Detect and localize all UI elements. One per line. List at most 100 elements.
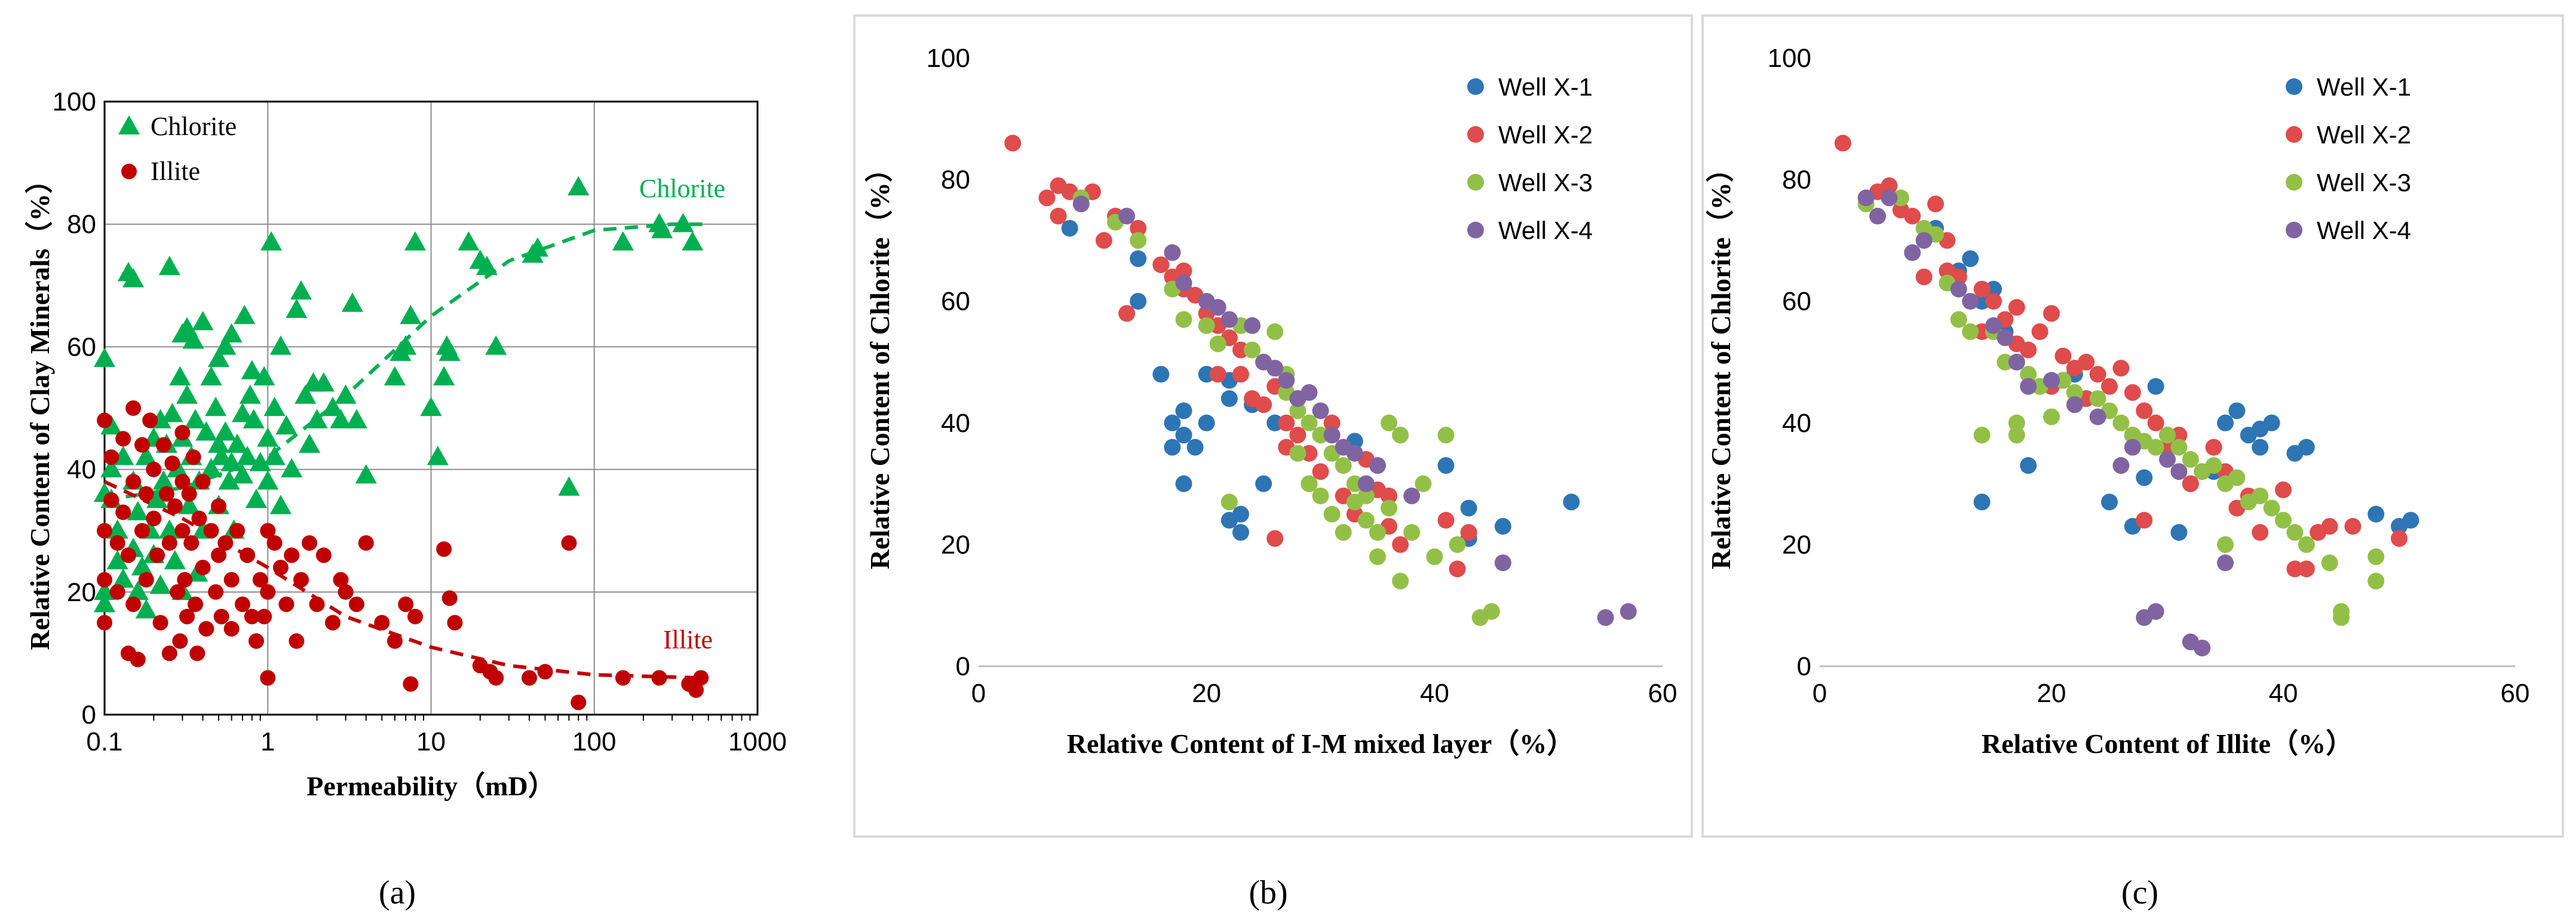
panel-a-point-chlorite [345, 409, 367, 428]
panel-a-point-chlorite [263, 446, 286, 465]
panel-c-point-well-x-3 [2043, 408, 2060, 425]
panel-b-point-well-x-3 [1403, 524, 1421, 541]
panel-label-b: (b) [1249, 874, 1287, 911]
panel-a-point-illite [210, 498, 226, 514]
panel-a-annotation-illite: Illite [663, 625, 713, 654]
panel-a-point-chlorite [184, 409, 207, 428]
panel-a-point-illite [155, 437, 171, 453]
panel-a-point-chlorite [234, 305, 256, 324]
panel-c-point-well-x-4 [2112, 457, 2130, 474]
panel-b-point-well-x-3 [1381, 500, 1397, 517]
panel-a-point-illite [272, 559, 289, 575]
panel-b-point-well-x-1 [1494, 517, 1511, 535]
panel-c-point-well-x-3 [2286, 524, 2304, 541]
panel-b-xtick-label: 40 [1420, 679, 1449, 708]
panel-c-point-well-x-3 [2182, 451, 2199, 468]
panel-a-point-illite [240, 547, 256, 563]
panel-a-ytick-label: 80 [67, 210, 96, 239]
panel-a-point-illite [338, 584, 354, 600]
panel-b-point-well-x-2 [1130, 220, 1147, 237]
panel-a-point-chlorite [237, 446, 259, 465]
panel-c-ytick-label: 20 [1782, 530, 1811, 559]
panel-c-point-well-x-4 [2217, 554, 2234, 571]
panel-b-ytick-label: 80 [941, 166, 970, 195]
panel-a-point-chlorite [269, 495, 292, 514]
panel-c-point-well-x-3 [2298, 536, 2315, 553]
panel-a-point-chlorite [93, 593, 116, 612]
panel-a-point-illite [436, 541, 452, 557]
panel-b-point-well-x-3 [1357, 511, 1375, 529]
panel-c-point-well-x-1 [2228, 402, 2246, 419]
panel-b-point-well-x-3 [1483, 603, 1500, 620]
panel-a-ytick-label: 20 [67, 578, 96, 607]
panel-b-frame [853, 14, 1693, 838]
panel-a-point-chlorite [321, 397, 344, 416]
panel-c-point-well-x-1 [2263, 414, 2280, 431]
panel-a-legend-marker-illite [121, 164, 137, 179]
panel-b-point-well-x-2 [1323, 414, 1341, 431]
panel-a-point-illite [138, 572, 154, 588]
panel-b-point-well-x-2 [1255, 396, 1272, 413]
panel-a-point-illite [109, 535, 125, 551]
panel-a-point-chlorite [438, 341, 461, 361]
panel-c-point-well-x-4 [1950, 280, 1967, 298]
panel-a-point-illite [161, 645, 177, 661]
panel-a-point-illite [174, 523, 191, 539]
panel-a-point-illite [125, 474, 142, 490]
panel-c-point-well-x-4 [1881, 189, 1898, 207]
panel-c-point-well-x-3 [2008, 427, 2025, 444]
panel-c-point-well-x-1 [2402, 511, 2419, 529]
panel-b-point-well-x-1 [1563, 494, 1580, 511]
panel-c-point-well-x-3 [2205, 457, 2222, 474]
panel-b-point-well-x-2 [1175, 262, 1192, 280]
panel-a-point-illite [172, 633, 188, 649]
panel-b-y-axis-title: Relative Content of Chlorite（%） [864, 155, 895, 569]
panel-b-point-well-x-2 [1232, 366, 1249, 383]
panel-a-point-chlorite [146, 488, 168, 508]
panel-c-point-well-x-1 [1985, 280, 2002, 298]
panel-a-point-chlorite [243, 409, 265, 428]
panel-a-ytick-label: 100 [53, 87, 96, 117]
panel-a-ytick-label: 60 [67, 332, 96, 362]
panel-a-point-illite [398, 596, 414, 612]
panel-c-point-well-x-4 [2124, 439, 2141, 456]
panel-a-point-illite [97, 615, 112, 631]
panel-a-point-chlorite [275, 415, 298, 435]
panel-b-point-well-x-4 [1164, 244, 1181, 261]
panel-a-point-illite [170, 584, 186, 600]
panel-b-point-well-x-1 [1164, 414, 1181, 431]
panel-c-point-well-x-1 [2368, 506, 2385, 523]
panel-c-point-well-x-3 [2321, 554, 2338, 571]
panel-c-point-well-x-4 [2043, 372, 2060, 389]
panel-a-point-chlorite [558, 476, 580, 496]
panel-b-ytick-label: 20 [941, 530, 970, 559]
panel-a-point-chlorite [239, 384, 261, 404]
panel-a-point-illite [403, 676, 419, 692]
panel-c-point-well-x-2 [2020, 341, 2037, 359]
panel-a-point-chlorite [93, 347, 116, 367]
panel-b-point-well-x-4 [1301, 384, 1318, 401]
panel-c-xtick-label: 40 [2269, 679, 2298, 708]
panel-b-point-well-x-4 [1072, 195, 1090, 213]
panel-a-point-illite [229, 523, 246, 539]
panel-a-point-illite [97, 412, 112, 428]
panel-b-point-well-x-3 [1415, 475, 1432, 492]
panel-a-point-illite [161, 535, 177, 551]
panel-c-point-well-x-1 [1973, 293, 1991, 310]
panel-b-point-well-x-1 [1198, 414, 1215, 431]
panel-a-point-chlorite [226, 433, 249, 453]
panel-b-xtick-label: 60 [1648, 679, 1678, 708]
panel-c-y-axis-title: Relative Content of Chlorite（%） [1706, 155, 1736, 569]
panel-c-point-well-x-2 [2205, 439, 2222, 456]
panel-c-point-well-x-3 [2054, 372, 2072, 389]
panel-a-point-illite [289, 633, 305, 649]
panel-c-point-well-x-2 [2124, 384, 2141, 401]
panel-b-ytick-label: 40 [941, 409, 970, 438]
panel-b-point-well-x-1 [1175, 427, 1192, 444]
panel-a-point-illite [234, 596, 250, 612]
panel-a-point-chlorite [164, 550, 186, 569]
panel-c-point-well-x-1 [1973, 494, 1991, 511]
panel-a-point-chlorite [176, 384, 198, 404]
panel-a-point-chlorite [178, 495, 200, 514]
panel-a-point-chlorite [568, 176, 590, 195]
